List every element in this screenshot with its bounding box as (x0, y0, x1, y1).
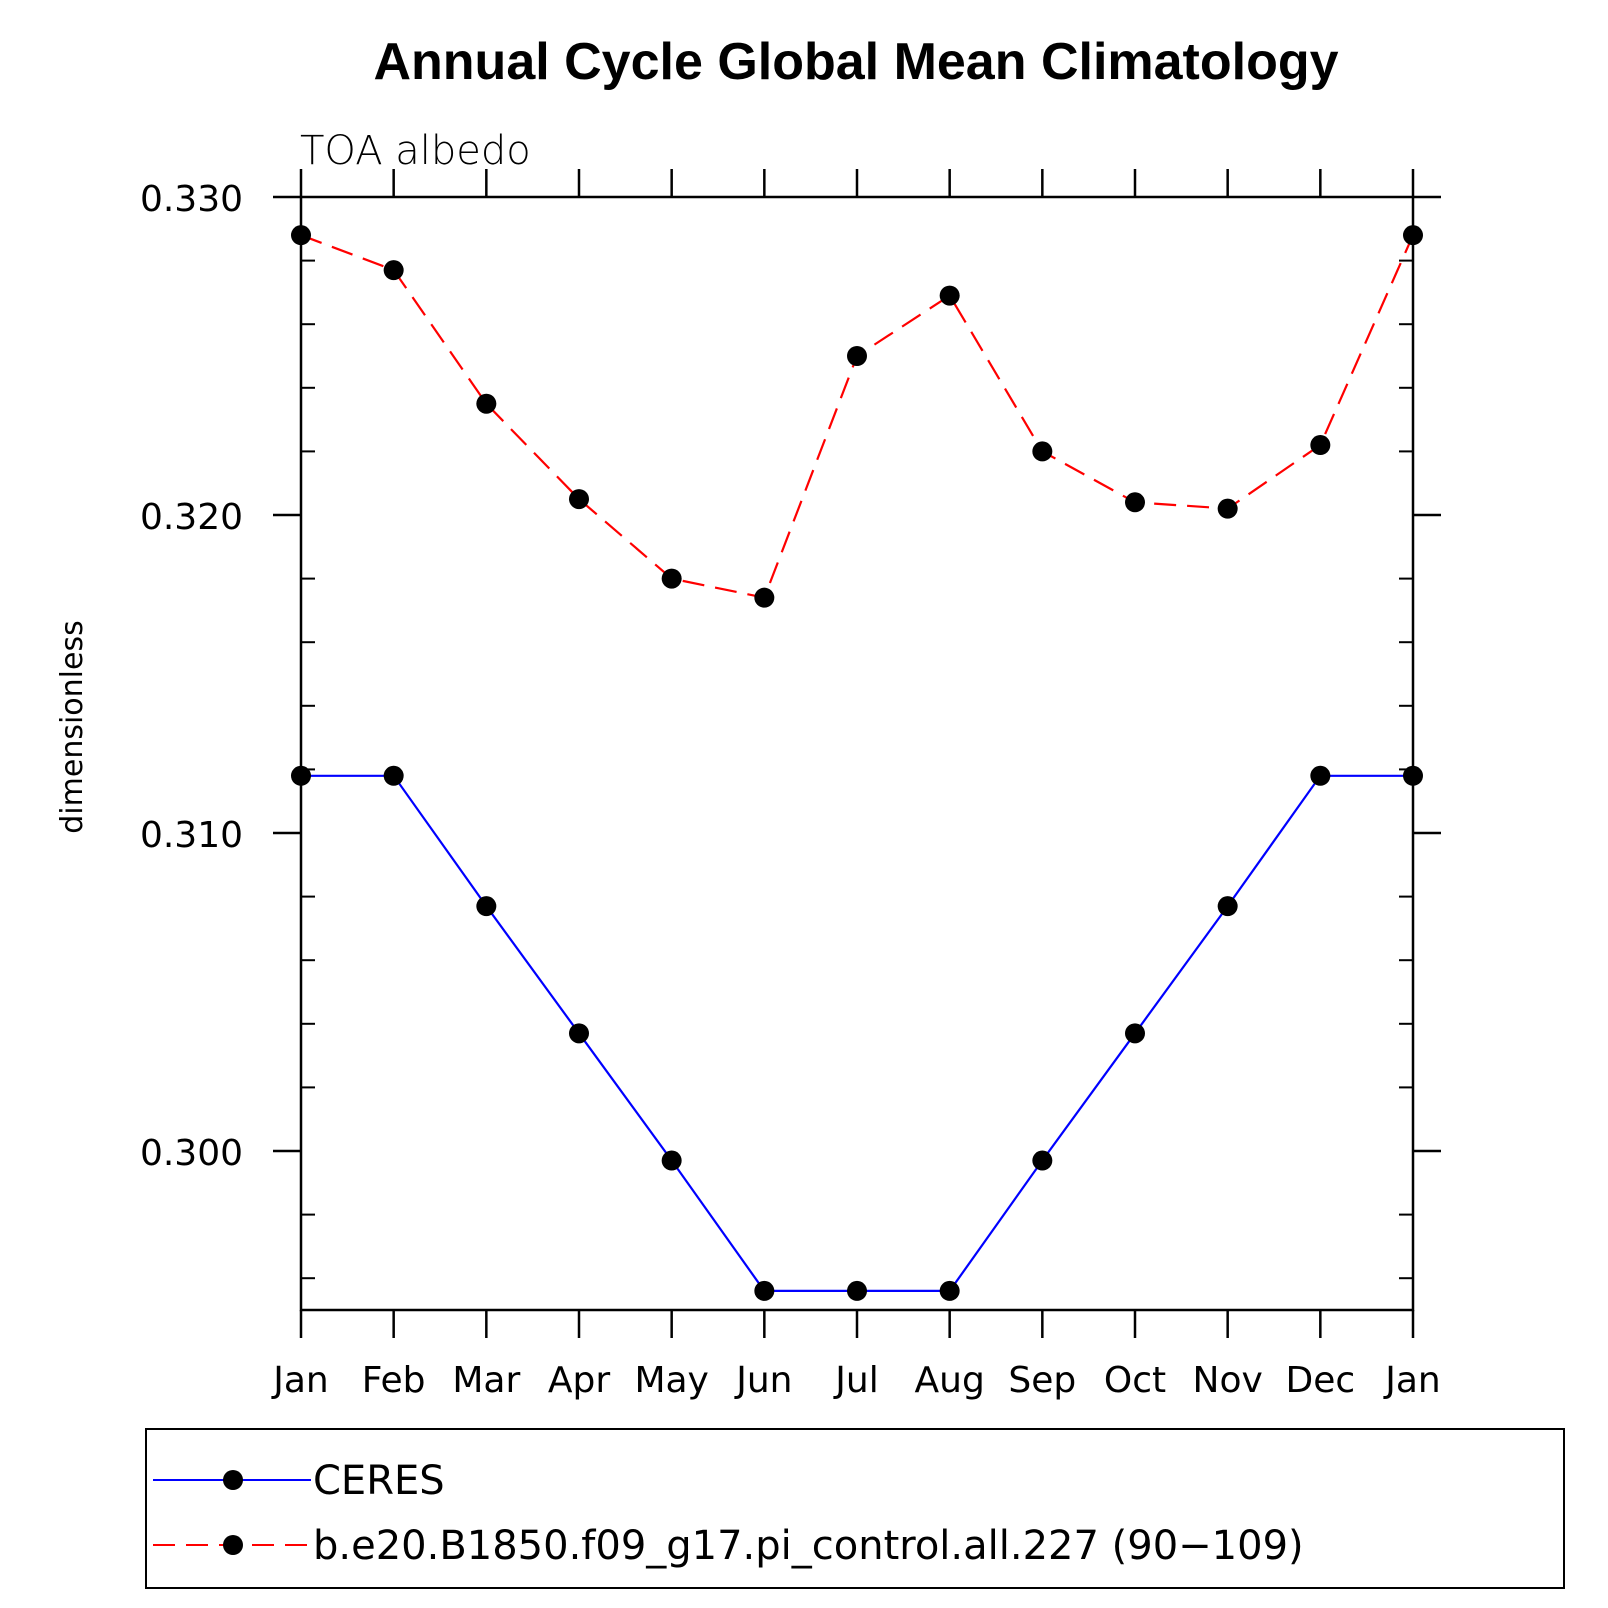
series-0-point (291, 765, 311, 786)
legend-label-ceres: CERES (313, 1458, 445, 1504)
y-tick-label: 0.300 (140, 1133, 243, 1174)
y-tick-label: 0.320 (140, 497, 243, 538)
series-1-point (754, 587, 775, 608)
legend-label-model: b.e20.B1850.f09_g17.pi_control.all.227 (… (313, 1523, 1304, 1569)
series-1-point (383, 260, 404, 281)
x-tick-label: Mar (452, 1360, 520, 1401)
series-1-point (1125, 492, 1145, 513)
series-0-point (1125, 1023, 1145, 1044)
series-0-point (1217, 896, 1238, 917)
legend-marker-ceres (223, 1470, 243, 1490)
x-tick-label: Jan (1383, 1360, 1441, 1401)
series-line-0 (301, 774, 1413, 1293)
x-tick-label: May (634, 1360, 708, 1401)
series-1-point (1403, 225, 1423, 246)
chart-title: Annual Cycle Global Mean Climatology (373, 33, 1338, 91)
series-0-point (383, 765, 404, 786)
series-1-point (1217, 498, 1238, 519)
x-tick-label: Aug (915, 1360, 985, 1401)
legend-box (145, 1428, 1565, 1589)
x-tick-label: Jun (734, 1360, 792, 1401)
series-0-point (754, 1280, 775, 1301)
series-1-point (569, 489, 589, 510)
series-0-point (569, 1023, 589, 1044)
series-1-point (847, 346, 867, 366)
series-0-point (847, 1280, 867, 1301)
series-0-point (1403, 765, 1423, 786)
x-tick-label: Sep (1008, 1360, 1076, 1401)
series-1-point (661, 568, 682, 589)
x-tick-label: Oct (1104, 1360, 1166, 1401)
legend: CERES b.e20.B1850.f09_g17.pi_control.all… (145, 1428, 1565, 1589)
series-0-point (661, 1150, 682, 1171)
x-tick-label: Nov (1193, 1360, 1263, 1401)
series-0-point (476, 896, 497, 917)
y-tick-label: 0.310 (140, 815, 243, 856)
series-0-point (1032, 1150, 1053, 1171)
x-tick-label: Jul (833, 1360, 878, 1401)
x-tick-label: Dec (1285, 1360, 1355, 1401)
legend-marker-model (223, 1535, 243, 1555)
series-1-point (1032, 441, 1053, 462)
axes: Jan Feb Mar Apr May Jun Jul Aug Sep Oct Nov Dec Jan 0… (140, 169, 1441, 1401)
series-1-point (939, 285, 960, 306)
x-tick-label: Apr (548, 1360, 610, 1401)
series-line-1 (300, 234, 1415, 599)
x-tick-label: Feb (362, 1360, 426, 1401)
x-tick-label: Jan (271, 1360, 329, 1401)
series-0-point (939, 1280, 960, 1301)
series-1-point (476, 393, 497, 414)
series-1-point (291, 225, 311, 246)
series-1-point (1310, 435, 1331, 456)
y-tick-label: 0.330 (140, 179, 243, 220)
chart-subtitle: TOA albedo (300, 128, 531, 174)
y-axis-label: dimensionless (55, 620, 90, 833)
series-layer (291, 225, 1423, 1301)
series-0-point (1310, 765, 1331, 786)
